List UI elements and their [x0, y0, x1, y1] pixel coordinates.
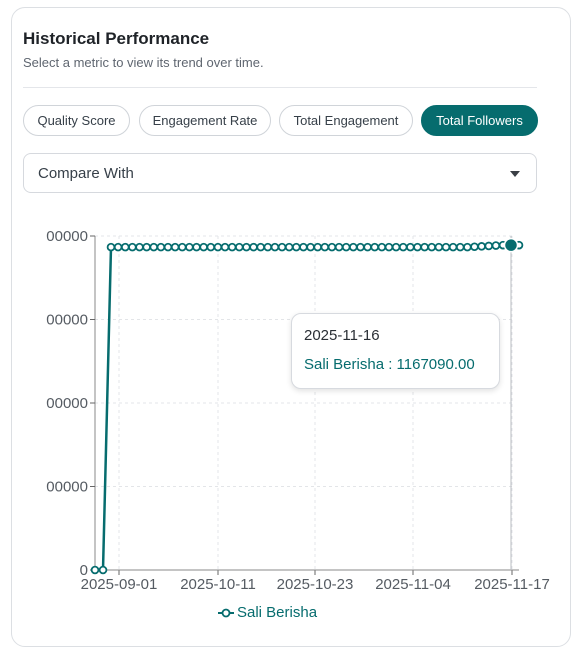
tooltip-date: 2025-11-16 — [304, 327, 380, 344]
data-point — [491, 241, 501, 250]
data-point — [277, 242, 287, 252]
data-point — [142, 242, 151, 252]
header-divider — [23, 87, 537, 88]
data-point — [427, 242, 437, 252]
x-tick-label: 2025-10-23 — [277, 576, 354, 593]
data-point — [170, 242, 180, 252]
data-point — [156, 242, 166, 252]
data-point — [327, 242, 337, 252]
data-point — [199, 242, 208, 252]
line-marker-icon — [218, 608, 234, 618]
data-point — [206, 242, 216, 252]
data-point — [463, 242, 472, 252]
data-point — [356, 242, 365, 252]
data-point — [313, 242, 322, 252]
data-point — [177, 242, 187, 252]
y-tick-label: 00000 — [46, 479, 88, 496]
data-point — [227, 242, 237, 252]
data-point — [413, 242, 422, 252]
data-point — [263, 242, 273, 252]
chart-tooltip: 2025-11-16 Sali Berisha : 1167090.00 — [291, 313, 500, 389]
data-point — [242, 242, 251, 252]
data-point — [391, 242, 401, 252]
data-point — [135, 242, 144, 252]
data-point — [128, 242, 137, 252]
data-point — [213, 242, 223, 252]
caret-down-icon — [510, 171, 520, 177]
active-data-point — [503, 237, 519, 253]
data-point — [249, 242, 258, 252]
data-point — [484, 241, 494, 251]
data-point — [284, 242, 294, 252]
data-point — [363, 242, 372, 252]
tooltip-value: Sali Berisha : 1167090.00 — [304, 356, 475, 373]
data-point — [106, 242, 116, 252]
y-tick-label: 0 — [80, 562, 88, 579]
data-point — [398, 242, 408, 252]
data-point — [377, 242, 387, 252]
data-point — [341, 242, 351, 252]
data-point — [270, 242, 280, 252]
data-point — [334, 242, 344, 252]
tab-total-followers[interactable]: Total Followers — [421, 105, 538, 136]
data-point — [163, 242, 173, 252]
data-point — [192, 242, 201, 252]
tab-engagement-rate[interactable]: Engagement Rate — [139, 105, 271, 136]
x-tick-label: 2025-10-11 — [180, 576, 256, 593]
x-tick-label: 2025-11-04 — [375, 576, 451, 593]
x-tick-label: 2025-09-01 — [81, 576, 158, 593]
data-point — [420, 242, 429, 252]
y-tick-label: 00000 — [46, 395, 88, 412]
data-point — [384, 242, 394, 252]
data-point — [234, 242, 244, 252]
data-point — [113, 242, 123, 252]
data-point — [477, 242, 486, 251]
data-point — [149, 242, 159, 252]
compare-with-select[interactable]: Compare With — [23, 153, 537, 193]
data-point — [441, 242, 451, 252]
data-point — [434, 242, 444, 252]
data-point — [320, 242, 330, 252]
tab-quality-score[interactable]: Quality Score — [23, 105, 130, 136]
data-point — [349, 242, 358, 252]
data-point — [470, 242, 479, 252]
y-tick-label: 00000 — [46, 312, 88, 329]
legend-label: Sali Berisha — [237, 604, 318, 621]
data-point — [406, 242, 415, 252]
x-tick-label: 2025-11-17 — [474, 576, 550, 593]
data-point — [90, 565, 100, 575]
data-point — [98, 565, 108, 575]
data-point — [455, 242, 465, 252]
tab-total-engagement[interactable]: Total Engagement — [279, 105, 413, 136]
series-line-sali-berisha — [95, 243, 519, 572]
data-point — [448, 242, 458, 252]
compare-with-label: Compare With — [38, 165, 134, 182]
card-title: Historical Performance — [23, 29, 210, 48]
data-point — [370, 242, 380, 252]
data-point — [306, 242, 315, 252]
data-point — [299, 242, 308, 252]
y-tick-label: 00000 — [46, 228, 88, 245]
data-point — [120, 242, 130, 252]
data-point — [256, 242, 265, 252]
card-subtitle: Select a metric to view its trend over t… — [23, 55, 264, 70]
data-point — [220, 242, 230, 252]
data-point — [185, 242, 194, 252]
data-point — [292, 242, 301, 252]
